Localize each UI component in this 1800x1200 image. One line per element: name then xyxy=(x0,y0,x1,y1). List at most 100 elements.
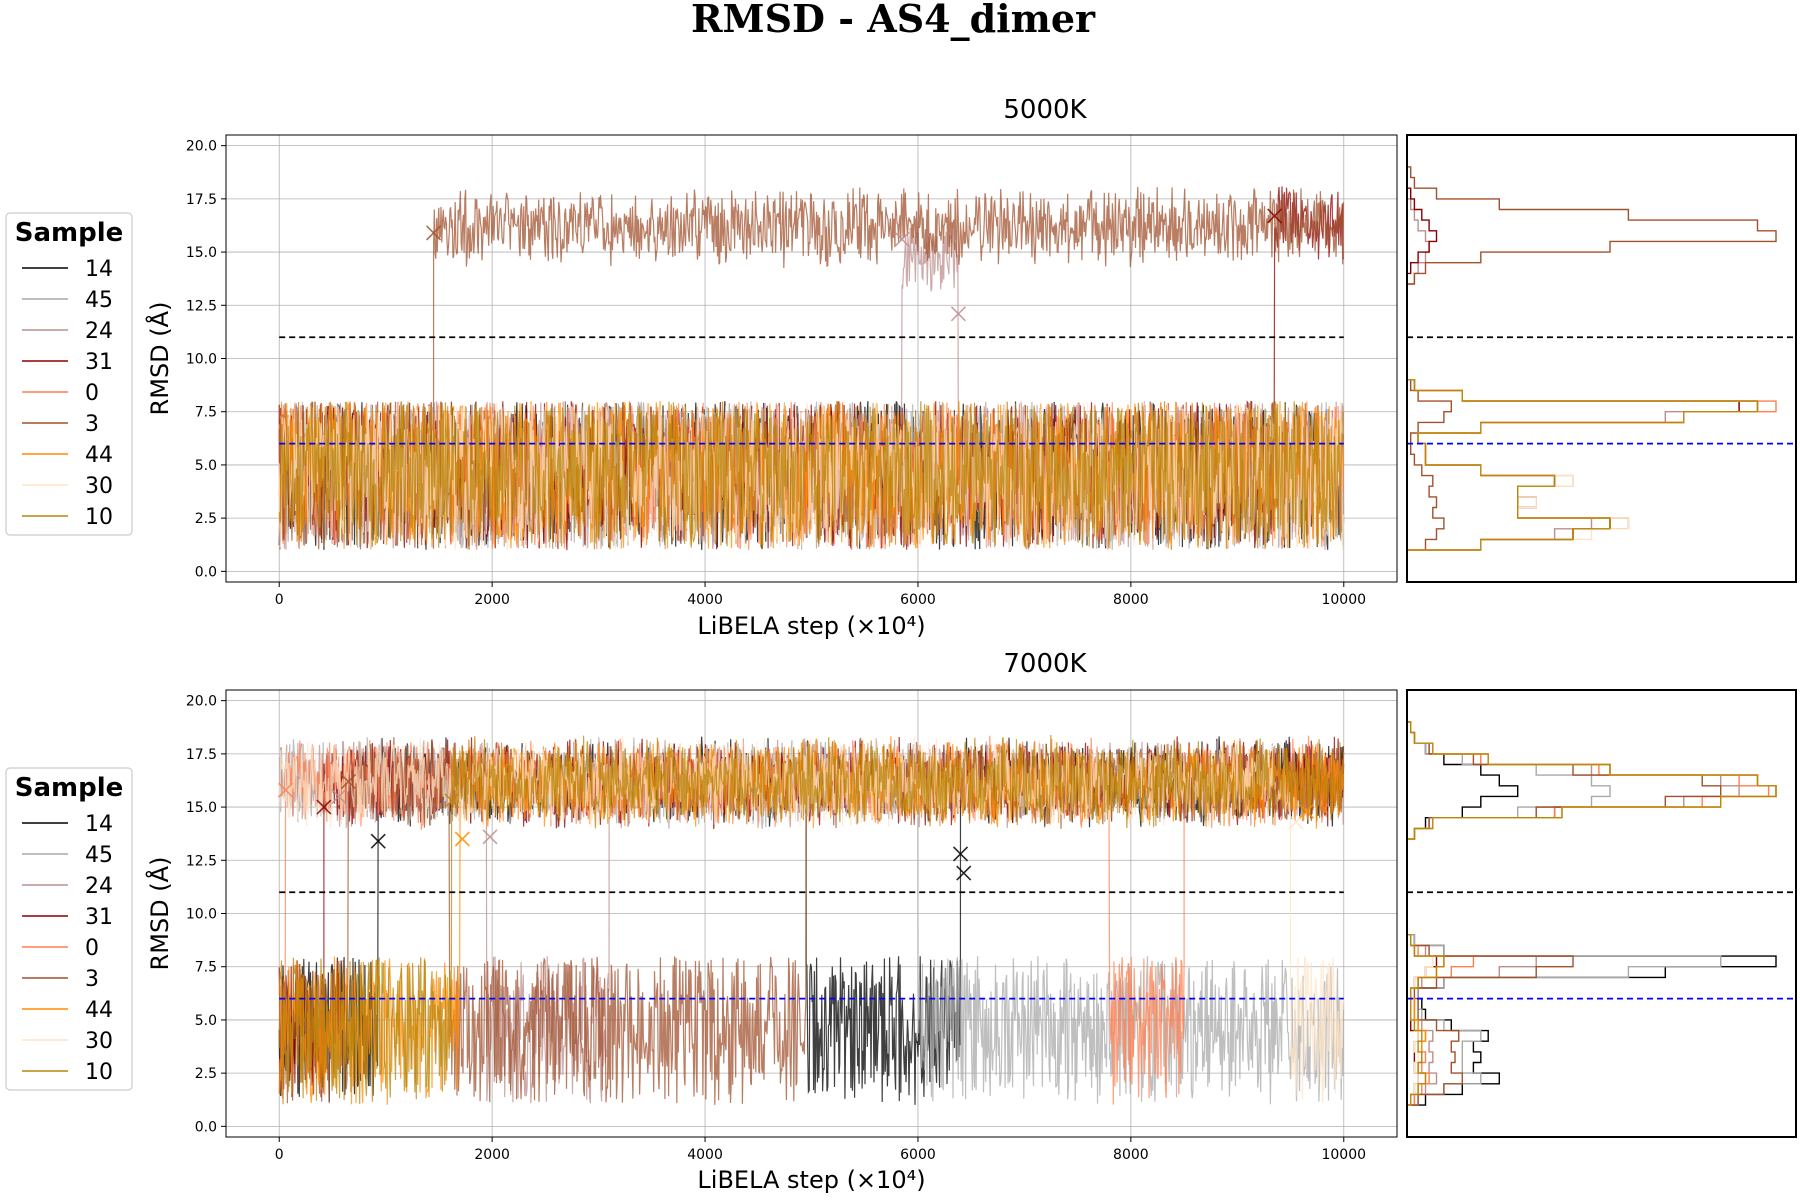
legend-title: Sample xyxy=(15,218,124,248)
x-tick-label: 2000 xyxy=(474,592,510,608)
x-tick-label: 6000 xyxy=(900,1147,936,1163)
transition-marker-3 xyxy=(340,773,356,790)
histogram-step-14 xyxy=(1407,166,1759,551)
series-line-10 xyxy=(278,734,1345,1105)
x-tick-label: 10000 xyxy=(1321,592,1366,608)
legend-label: 45 xyxy=(85,288,113,313)
x-tick-label: 10000 xyxy=(1321,1147,1366,1163)
y-tick-label: 0.0 xyxy=(195,564,217,580)
histogram-step-44 xyxy=(1407,166,1759,551)
legend-label: 10 xyxy=(85,505,113,530)
series-group xyxy=(278,734,1345,1105)
legend-label: 14 xyxy=(85,812,113,837)
y-tick-label: 0.0 xyxy=(195,1119,217,1135)
legend-label: 3 xyxy=(85,412,99,437)
x-tick-label: 8000 xyxy=(1113,1147,1149,1163)
legend: Sample 14 45 24 31 0 3 44 30 10 xyxy=(5,212,133,536)
x-tick-label: 4000 xyxy=(687,1147,723,1163)
x-tick-label: 4000 xyxy=(687,592,723,608)
legend-box xyxy=(5,212,133,536)
legend-label: 44 xyxy=(85,443,113,468)
transition-marker-24 xyxy=(950,306,966,322)
histogram-step-0 xyxy=(1407,166,1777,551)
transition-marker-0 xyxy=(278,782,294,798)
transition-marker-3 xyxy=(426,225,442,241)
legend-label: 3 xyxy=(85,967,99,992)
histogram-step-45 xyxy=(1407,166,1759,551)
x-tick-label: 8000 xyxy=(1113,592,1149,608)
legend-box xyxy=(5,767,133,1091)
transition-marker-14 xyxy=(956,865,972,881)
transition-marker-44 xyxy=(454,831,470,847)
transition-marker-24 xyxy=(331,788,347,804)
histogram-step-24 xyxy=(1407,166,1740,551)
histogram-group xyxy=(1407,721,1777,1106)
legend-title: Sample xyxy=(15,773,124,803)
x-axis-label: LiBELA step (×10⁴) xyxy=(697,1166,925,1194)
y-tick-label: 10.0 xyxy=(186,352,217,368)
legend-label: 24 xyxy=(85,319,113,344)
transition-marker-10 xyxy=(444,793,460,809)
y-tick-label: 7.5 xyxy=(195,405,217,421)
transition-marker-31 xyxy=(1267,208,1283,224)
figure-title: RMSD - AS4_dimer xyxy=(691,0,1096,41)
legend-label: 14 xyxy=(85,257,113,282)
axes-frame xyxy=(225,134,1398,583)
legend-label: 45 xyxy=(85,843,113,868)
y-tick-label: 17.5 xyxy=(186,747,217,763)
y-tick-label: 5.0 xyxy=(195,1013,217,1029)
histogram-step-24 xyxy=(1407,721,1740,1106)
x-tick-label: 0 xyxy=(275,592,284,608)
panel-7000K: 7000K 0 2000 4000 6000 8000 10000 0.0 2.5 5.0 7.5 1… xyxy=(5,649,1797,1194)
histogram-step-30 xyxy=(1407,166,1759,551)
histogram-step-10 xyxy=(1407,721,1777,1106)
histogram-group xyxy=(1407,166,1777,551)
legend: Sample 14 45 24 31 0 3 44 30 10 xyxy=(5,767,133,1091)
transition-marker-31 xyxy=(316,799,332,815)
histogram-step-10 xyxy=(1407,166,1759,551)
legend-label: 24 xyxy=(85,874,113,899)
series-line-30 xyxy=(278,401,1344,551)
y-tick-label: 15.0 xyxy=(186,800,217,816)
x-axis-label: LiBELA step (×10⁴) xyxy=(697,612,925,640)
legend-label: 30 xyxy=(85,474,113,499)
histogram-step-3 xyxy=(1407,721,1722,1106)
x-tick-label: 2000 xyxy=(474,1147,510,1163)
legend-label: 31 xyxy=(85,350,113,375)
y-tick-label: 10.0 xyxy=(186,907,217,923)
axes-frame xyxy=(225,689,1398,1138)
legend-label: 31 xyxy=(85,905,113,930)
transition-marker-24 xyxy=(482,829,498,845)
histogram-step-45 xyxy=(1407,721,1722,1106)
y-tick-label: 15.0 xyxy=(186,245,217,261)
panel-5000K: 5000K 0 2000 4000 6000 8000 10000 0.0 2.5 5.0 7.5 1… xyxy=(5,95,1797,640)
x-tick-label: 0 xyxy=(275,1147,284,1163)
legend-label: 0 xyxy=(85,381,99,406)
panel-title: 7000K xyxy=(1003,649,1087,679)
y-tick-label: 2.5 xyxy=(195,1066,217,1082)
y-tick-label: 2.5 xyxy=(195,511,217,527)
histogram-step-0 xyxy=(1407,721,1770,1106)
legend-label: 30 xyxy=(85,1029,113,1054)
y-tick-label: 5.0 xyxy=(195,458,217,474)
y-tick-label: 12.5 xyxy=(186,298,217,314)
y-tick-label: 17.5 xyxy=(186,192,217,208)
histogram-step-31 xyxy=(1407,166,1740,551)
y-tick-label: 7.5 xyxy=(195,960,217,976)
histogram-step-3 xyxy=(1407,166,1777,551)
series-group xyxy=(278,186,1345,551)
series-line-10 xyxy=(278,401,1344,550)
histogram-frame xyxy=(1406,134,1797,583)
histogram-frame xyxy=(1406,689,1797,1138)
y-tick-label: 20.0 xyxy=(186,694,217,710)
transition-marker-14 xyxy=(952,846,969,862)
panel-title: 5000K xyxy=(1003,95,1087,125)
y-axis-label: RMSD (Å) xyxy=(145,302,174,416)
y-tick-label: 20.0 xyxy=(186,139,217,155)
y-tick-label: 12.5 xyxy=(186,853,217,869)
transition-marker-44 xyxy=(1298,803,1315,819)
legend-label: 0 xyxy=(85,936,99,961)
series-line-3 xyxy=(278,186,1345,550)
